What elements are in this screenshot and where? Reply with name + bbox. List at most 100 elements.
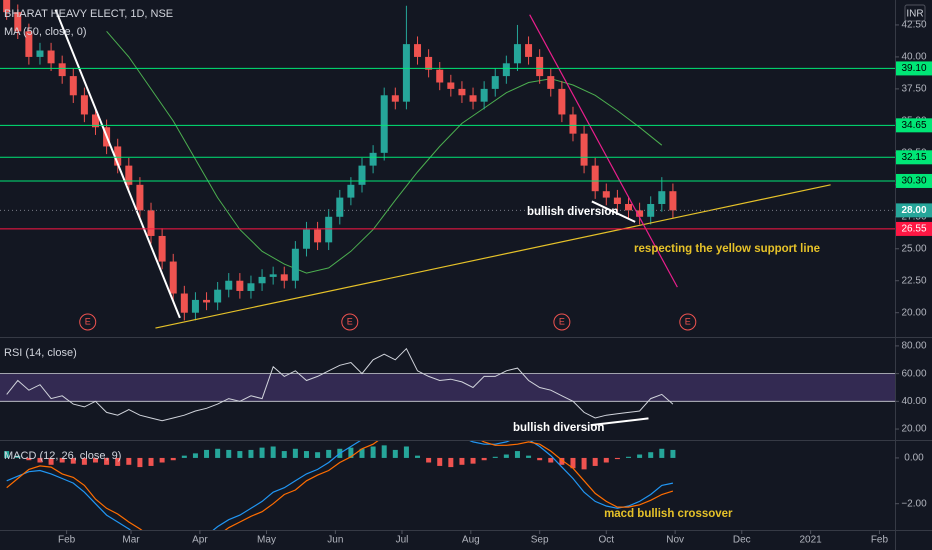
- histogram-bar: [148, 457, 154, 466]
- earnings-marker: [341, 313, 359, 331]
- histogram-bar: [92, 457, 98, 463]
- histogram-bar: [159, 457, 165, 463]
- candle-body: [47, 50, 55, 64]
- candle-body: [491, 76, 499, 89]
- y-tick-label: 37.50: [901, 84, 926, 95]
- histogram-bar: [303, 451, 309, 458]
- last-price-label-bg: [896, 203, 932, 218]
- candle-body: [236, 280, 244, 291]
- candle-body: [636, 210, 644, 217]
- histogram-bar: [192, 453, 198, 458]
- candle-body: [402, 44, 410, 102]
- histogram-bar: [381, 445, 387, 458]
- macd-line: [6, 441, 674, 530]
- histogram-bar: [503, 454, 509, 458]
- histogram-bar: [81, 457, 87, 465]
- histogram-bar: [259, 447, 265, 458]
- candle-body: [458, 88, 466, 96]
- rsi-line: [6, 347, 674, 422]
- candle-body: [347, 184, 355, 198]
- histogram-bar: [637, 454, 643, 458]
- histogram-bar: [670, 449, 676, 458]
- currency-box: [904, 4, 926, 22]
- level-label-bg: [896, 61, 932, 76]
- level-label: 32.15: [901, 152, 926, 163]
- annotation: respecting the yellow support line: [634, 243, 820, 255]
- histogram-bar: [492, 456, 498, 458]
- histogram-bar: [248, 449, 254, 458]
- candle-body: [247, 283, 255, 291]
- x-tick-label: May: [257, 535, 276, 546]
- candle-body: [591, 165, 599, 192]
- candle-body: [158, 235, 166, 262]
- histogram-bar: [48, 457, 54, 465]
- x-tick-label: Sep: [531, 535, 549, 546]
- level-label: 26.55: [901, 224, 926, 235]
- histogram-bar: [559, 457, 565, 465]
- candle-body: [358, 165, 366, 185]
- trend-line: [155, 184, 831, 329]
- histogram-bar: [226, 449, 232, 458]
- histogram-bar: [270, 446, 276, 458]
- histogram-bar: [581, 457, 587, 470]
- candle-body: [502, 63, 510, 77]
- earnings-label: E: [85, 316, 91, 326]
- candle-body: [569, 114, 577, 134]
- candle-body: [536, 56, 544, 77]
- candle-body: [314, 229, 322, 243]
- histogram-bar: [292, 448, 298, 458]
- candle-body: [480, 88, 488, 102]
- x-tick-label: Jul: [396, 535, 409, 546]
- candle-body: [647, 203, 655, 217]
- candle-body: [203, 299, 211, 303]
- histogram-bar: [15, 455, 21, 458]
- candle-body: [147, 210, 155, 236]
- histogram-bar: [137, 457, 143, 468]
- candle-body: [3, 0, 11, 13]
- candle-body: [369, 152, 377, 166]
- x-tick-label: Nov: [666, 535, 684, 546]
- candle-body: [114, 146, 122, 166]
- histogram-bar: [281, 451, 287, 458]
- histogram-bar: [315, 452, 321, 458]
- rsi-band: [0, 373, 895, 402]
- candle-body: [525, 44, 533, 57]
- x-tick-label: Mar: [122, 535, 140, 546]
- candle-body: [436, 69, 444, 83]
- candle-body: [280, 274, 288, 281]
- candle-body: [125, 165, 133, 185]
- level-label-bg: [896, 221, 932, 236]
- histogram-bar: [403, 446, 409, 458]
- candle-body: [69, 76, 77, 96]
- histogram-bar: [104, 457, 110, 465]
- y-tick-label: 60.00: [901, 368, 926, 379]
- candle-body: [214, 289, 222, 303]
- candle-body: [291, 248, 299, 281]
- candle-body: [414, 44, 422, 57]
- candle-body: [136, 184, 144, 211]
- x-tick-label: Feb: [58, 535, 76, 546]
- histogram-bar: [526, 455, 532, 458]
- candle-body: [580, 133, 588, 166]
- histogram-bar: [537, 457, 543, 461]
- y-tick-label: 22.50: [901, 275, 926, 286]
- candle-body: [191, 299, 199, 313]
- pane-title: RSI (14, close): [4, 347, 77, 359]
- pane: [0, 347, 895, 427]
- macd-line: [6, 441, 674, 530]
- histogram-bar: [215, 448, 221, 458]
- trend-line: [591, 200, 636, 223]
- histogram-bar: [514, 451, 520, 458]
- annotation: macd bullish crossover: [604, 508, 733, 520]
- x-tick-label: Feb: [871, 535, 889, 546]
- x-tick-label: Oct: [599, 535, 615, 546]
- y-tick-label: −2.00: [901, 498, 927, 509]
- indicator-title: MA (50, close, 0): [4, 26, 87, 38]
- candle-body: [80, 95, 88, 115]
- y-tick-label: 40.00: [901, 52, 926, 63]
- histogram-bar: [348, 447, 354, 458]
- histogram-bar: [481, 457, 487, 461]
- histogram-bar: [648, 452, 654, 458]
